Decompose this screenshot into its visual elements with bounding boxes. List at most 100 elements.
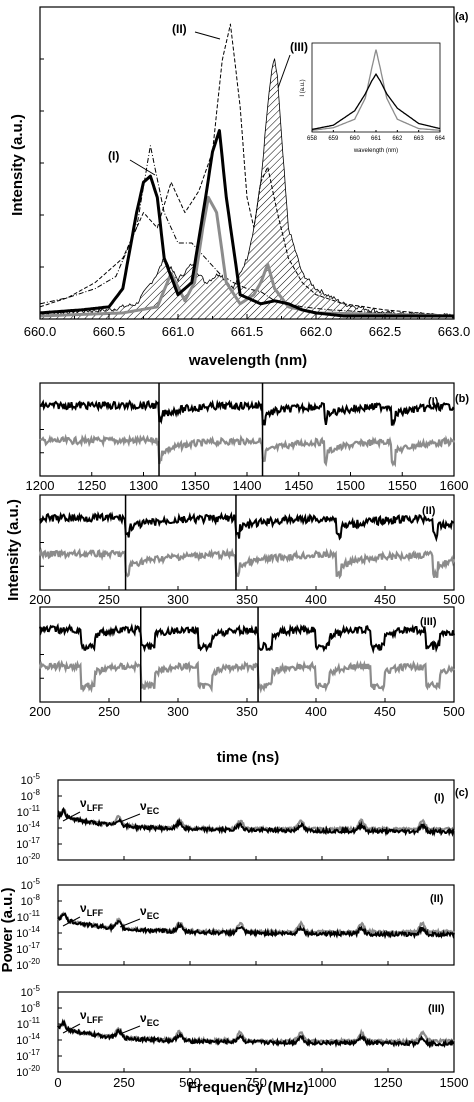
annotation-I-arrow [129,159,156,176]
panel-b-ylabel: Intensity (a.u.) [5,499,22,601]
x-tick-label: 1450 [284,478,313,493]
x-tick-label: 400 [305,704,327,719]
inset: 658 659 660 661 662 663 664 wavelength (nm) I … [300,42,446,154]
x-tick-label: 750 [245,1075,267,1090]
x-tick-label: 662.0 [300,324,333,339]
panel-c-subplot-frame [57,884,455,966]
panel-c-subplot-frame [57,779,455,861]
y-tick-label: 10-5 [21,877,41,892]
series-dashed-black [39,23,455,317]
x-tick-label: 300 [167,704,189,719]
inset-frame [311,42,441,133]
panel-c-black-spectrum [57,806,455,837]
panel-c-gray-spectrum [57,807,455,834]
x-tick-label: 450 [374,704,396,719]
x-tick-label: 250 [113,1075,135,1090]
y-tick-label: 10-17 [16,836,40,851]
y-tick-label: 10-11 [17,804,41,819]
panel-b-plot-area [38,382,456,703]
x-tick-label: 1500 [336,478,365,493]
annotation-III-arrow [277,54,291,89]
inset-x-tick-label: 659 [328,136,339,142]
x-tick-label: 450 [374,592,396,607]
panel-b-xlabel: time (ns) [217,749,280,766]
panel-c-subplot-III-label: (III) [428,1003,445,1015]
panel-c-black-spectrum [57,1018,455,1049]
x-tick-label: 660.5 [93,324,126,339]
panel-b-subplot-III-label: (III) [420,616,437,628]
annotation-nu-lff-arrow [62,811,81,822]
panel-b-label: (b) [455,393,469,405]
x-tick-label: 1350 [181,478,210,493]
panel-b-gray-trace [39,433,456,468]
x-tick-label: 662.5 [369,324,402,339]
y-tick-label: 10-11 [17,1016,41,1031]
y-tick-label: 10-8 [21,893,41,908]
x-tick-label: 1600 [440,478,469,493]
annotation-nu-ec-arrow [119,1025,141,1035]
x-tick-label: 1400 [233,478,262,493]
x-tick-label: 660.0 [24,324,57,339]
panel-b-black-trace [39,622,455,655]
x-tick-label: 200 [29,704,51,719]
y-tick-label: 10-17 [16,941,40,956]
panel-b-black-trace [39,399,455,427]
y-tick-label: 10-20 [16,957,40,972]
y-tick-label: 10-20 [16,1064,40,1079]
x-tick-label: 500 [443,704,465,719]
panel-b-subplot-I-label: (I) [428,396,439,408]
x-tick-label: 200 [29,592,51,607]
inset-x-tick-label: 658 [307,136,318,142]
inset-ylabel: I (a.u.) [300,79,306,96]
annotation-nu-ec: νEC [140,799,160,816]
y-tick-label: 10-14 [16,1032,40,1047]
annotation-nu-ec-arrow [119,813,141,823]
panel-c-label: (c) [455,787,469,799]
x-tick-label: 1550 [388,478,417,493]
annotation-nu-lff: νLFF [80,796,104,813]
y-tick-label: 10-14 [16,820,40,835]
x-tick-label: 1200 [26,478,55,493]
annotation-nu-ec: νEC [140,1011,160,1028]
panel-a-xlabel: wavelength (nm) [188,352,307,369]
annotation-nu-ec-arrow [119,918,141,928]
panel-c-xlabel: Frequency (MHz) [188,1079,309,1096]
inset-x-tick-label: 662 [392,136,403,142]
inset-xlabel: wavelength (nm) [353,148,398,154]
x-tick-label: 500 [179,1075,201,1090]
annotation-II: (II) [172,22,187,36]
panel-b-black-trace [39,510,455,543]
y-tick-label: 10-20 [16,852,40,867]
x-tick-label: 300 [167,592,189,607]
y-tick-label: 10-8 [21,1000,41,1015]
panel-c-annotations: νLFF νEC [62,1008,160,1035]
x-tick-label: 1500 [440,1075,469,1090]
panel-a: 660.0 660.5 661.0 661.5 662.0 662.5 663.0 (a) … [9,6,471,369]
panel-a-label: (a) [455,11,469,23]
inset-series-black [311,73,441,131]
series-hatched-fill-area [40,58,454,320]
inset-series-gray [311,49,441,131]
inset-plot-area [311,49,441,131]
y-tick-label: 10-11 [17,909,41,924]
annotation-nu-lff: νLFF [80,901,104,918]
x-tick-label: 350 [236,704,258,719]
inset-x-tick-label: 660 [350,136,361,142]
x-tick-label: 1000 [308,1075,337,1090]
panel-b-subplot-frame [39,494,455,591]
panel-a-ylabel: Intensity (a.u.) [9,114,26,216]
panel-b-subplot-frame [39,606,455,703]
y-tick-label: 10-14 [16,925,40,940]
annotation-III: (III) [290,40,308,54]
y-tick-label: 10-5 [21,772,41,787]
x-tick-label: 1250 [374,1075,403,1090]
x-tick-label: 400 [305,592,327,607]
panel-b-gray-trace [38,547,456,580]
panel-b-subplot-II-label: (II) [422,505,436,517]
panel-b-x-ticks: 1200 1250 1300 1350 1400 1450 1500 1550 1600 200 2… [26,405,469,719]
x-tick-label: 661.0 [162,324,195,339]
x-tick-label: 663.0 [438,324,471,339]
y-tick-label: 10-17 [16,1048,40,1063]
